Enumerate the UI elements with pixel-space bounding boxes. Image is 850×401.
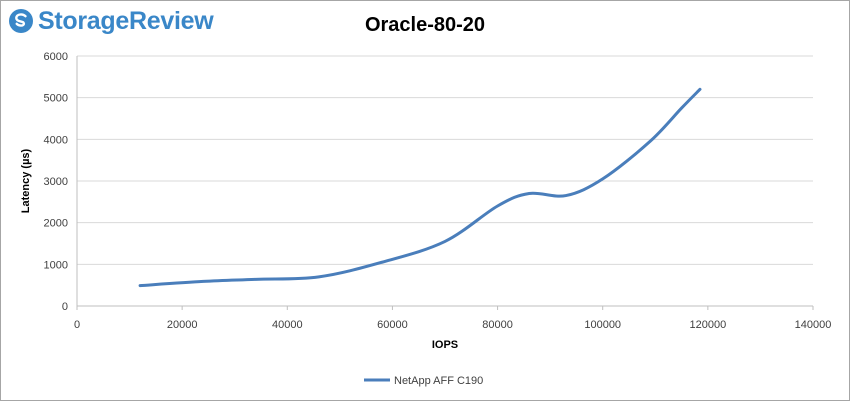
series-line-0: [138, 87, 702, 288]
x-tick-label: 140000: [795, 319, 832, 331]
y-tick-label: 3000: [44, 176, 68, 188]
gridlines: [77, 55, 813, 265]
x-tick-label: 60000: [377, 319, 408, 331]
series-lines: [138, 87, 702, 288]
y-tick-label: 5000: [44, 93, 68, 105]
y-axis-title: Latency (µs): [20, 148, 32, 213]
x-tick-label: 80000: [482, 319, 513, 331]
y-tick-label: 6000: [44, 51, 68, 63]
y-tick-labels: 0 1000 2000 3000 4000 5000 6000: [44, 51, 68, 313]
x-axis-title: IOPS: [432, 339, 458, 351]
logo: StorageReview: [8, 6, 214, 36]
y-tick-label: 2000: [44, 218, 68, 230]
axes: [76, 56, 814, 310]
x-tick-labels: 0 20000 40000 60000 80000 100000 120000 140000: [74, 319, 831, 331]
y-tick-label: 4000: [44, 134, 68, 146]
logo-text: StorageReview: [38, 6, 214, 35]
x-tick-label: 0: [74, 319, 80, 331]
y-tick-label: 1000: [44, 259, 68, 271]
x-tick-label: 100000: [584, 319, 621, 331]
x-tick-label: 20000: [167, 319, 198, 331]
y-tick-label: 0: [62, 301, 68, 313]
x-tick-label: 40000: [272, 319, 303, 331]
legend: NetApp AFF C190: [364, 375, 483, 387]
storagereview-logo-icon: [9, 9, 33, 33]
x-tick-label: 120000: [689, 319, 726, 331]
legend-label-netapp-aff-c190: NetApp AFF C190: [394, 375, 483, 387]
chart-title: Oracle-80-20: [364, 14, 486, 36]
